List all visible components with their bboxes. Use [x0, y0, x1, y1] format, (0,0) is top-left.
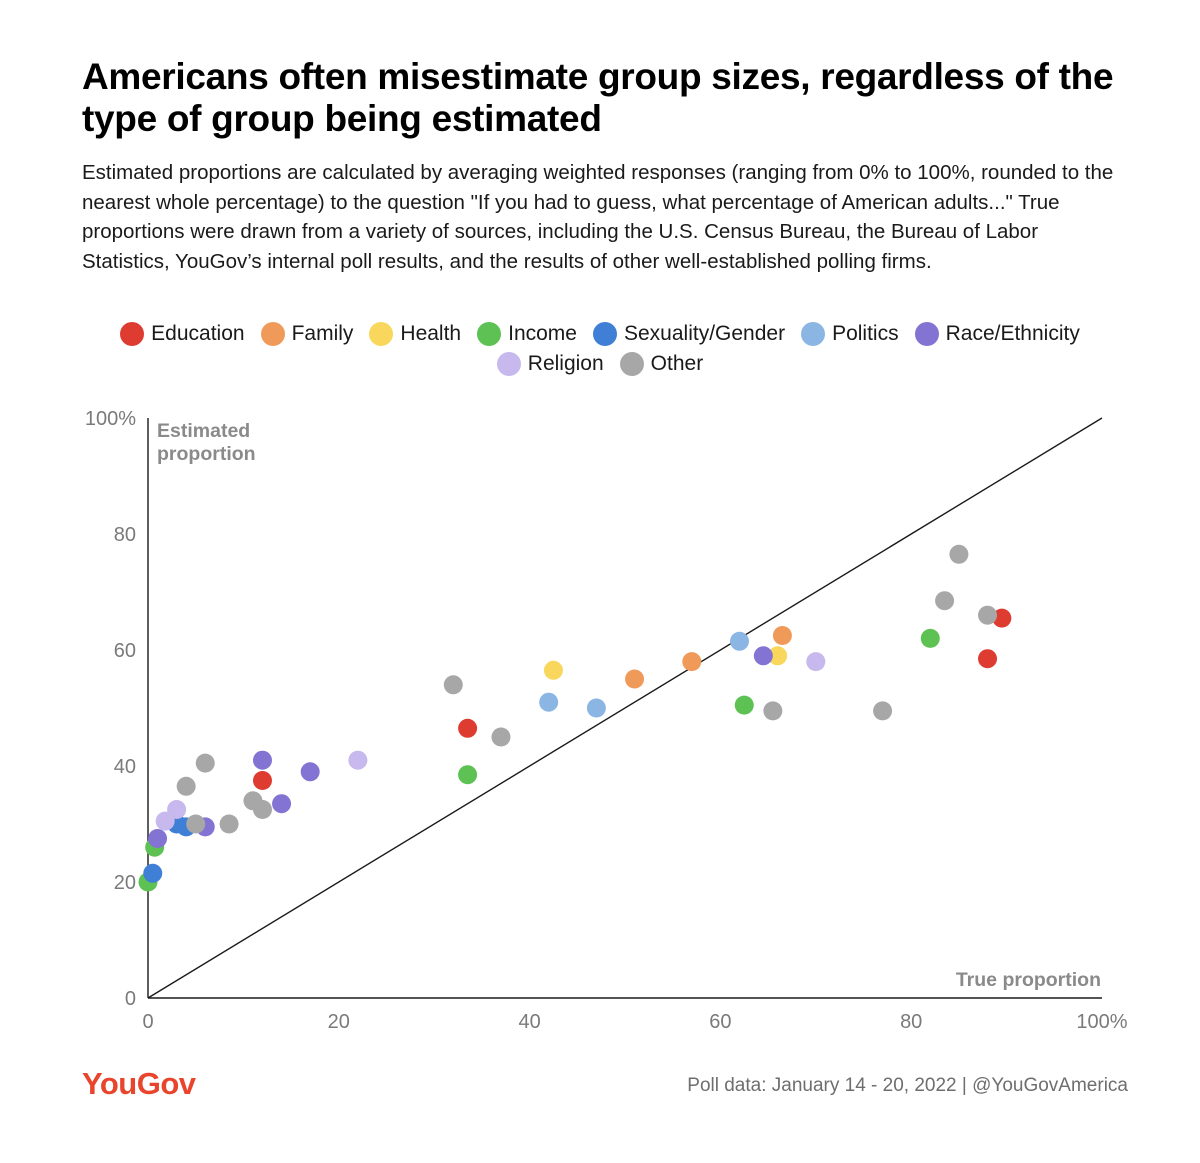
legend-item-other: Other: [619, 352, 704, 376]
legend-item-race-ethnicity: Race/Ethnicity: [914, 322, 1080, 346]
point-other: [949, 544, 969, 564]
legend-item-income: Income: [477, 322, 577, 346]
point-other: [176, 776, 196, 796]
point-income: [458, 765, 478, 785]
y-tick-label: 20: [114, 872, 136, 894]
point-education: [978, 649, 998, 669]
legend-item-religion: Religion: [496, 352, 604, 376]
legend-label-health: Health: [400, 322, 462, 345]
y-axis-label-line-2: proportion: [157, 443, 256, 465]
point-politics: [586, 698, 606, 718]
point-education: [252, 771, 272, 790]
point-education: [992, 608, 1012, 628]
x-tick-label: 60: [709, 1011, 731, 1033]
legend-dot-religion: [496, 352, 521, 376]
point-education: [458, 718, 478, 738]
point-family: [682, 652, 702, 672]
x-tick-label: 80: [900, 1011, 922, 1033]
legend-item-politics: Politics: [801, 322, 899, 346]
legend-item-health: Health: [369, 322, 461, 346]
point-race-ethnicity: [148, 829, 168, 848]
reference-line-y-equals-x: [147, 417, 1103, 999]
point-race-ethnicity: [753, 646, 773, 666]
yougov-logo: YouGov: [82, 1066, 196, 1101]
legend-dot-politics: [801, 322, 826, 346]
legend-dot-health: [369, 322, 394, 346]
point-income: [734, 695, 754, 715]
x-tick-label: 20: [328, 1011, 350, 1033]
point-politics: [729, 631, 749, 651]
point-other: [873, 701, 893, 721]
point-other: [252, 800, 272, 819]
point-other: [491, 727, 511, 747]
point-other: [219, 814, 239, 834]
legend-label-sexuality-gender: Sexuality/Gender: [623, 322, 786, 345]
legend-item-family: Family: [260, 322, 354, 346]
point-income: [920, 628, 940, 648]
y-tick-label: 0: [125, 988, 136, 1010]
point-health: [543, 660, 563, 680]
y-tick-label: 60: [114, 640, 136, 662]
chart-subtitle: Estimated proportions are calculated by …: [82, 161, 1114, 273]
legend-label-other: Other: [650, 352, 704, 375]
y-tick-label: 100%: [85, 408, 136, 430]
legend-label-race-ethnicity: Race/Ethnicity: [945, 322, 1080, 345]
legend-item-sexuality-gender: Sexuality/Gender: [592, 322, 786, 346]
point-other: [763, 701, 783, 721]
legend-dot-race-ethnicity: [914, 322, 939, 346]
legend-label-religion: Religion: [527, 352, 604, 375]
point-religion: [167, 800, 187, 819]
y-tick-label: 40: [114, 756, 136, 778]
data-points-layer: [138, 544, 1012, 892]
y-axis-label-line-1: Estimated: [157, 420, 250, 442]
point-other: [978, 605, 998, 625]
x-axis-label: True proportion: [956, 969, 1101, 991]
point-politics: [539, 692, 559, 712]
axes-layer: 00 20 20 40 40 60 60 80 80 100% 100%: [85, 408, 1128, 1033]
point-family: [625, 669, 645, 689]
chart-title: Americans often misestimate group sizes,…: [82, 56, 1114, 139]
x-tick-label: 40: [518, 1011, 540, 1033]
point-other: [443, 675, 463, 695]
legend-label-income: Income: [508, 322, 577, 345]
x-tick-label: 100%: [1076, 1011, 1127, 1033]
legend-label-family: Family: [291, 322, 354, 345]
point-race-ethnicity: [300, 762, 320, 782]
point-other: [195, 753, 215, 773]
point-family: [772, 626, 792, 645]
x-tick-label: 0: [142, 1011, 153, 1033]
point-race-ethnicity: [272, 794, 292, 814]
point-other: [935, 591, 955, 611]
legend-dot-other: [619, 352, 644, 376]
scatter-chart: 00 20 20 40 40 60 60 80 80 100% 100% Estimated pro…: [85, 408, 1128, 1033]
legend-dot-sexuality-gender: [592, 322, 617, 346]
point-religion: [155, 811, 175, 831]
legend-dot-education: [120, 322, 145, 346]
point-sexuality-gender: [143, 863, 163, 883]
legend-label-politics: Politics: [832, 322, 899, 345]
point-other: [186, 814, 206, 834]
legend-dot-income: [477, 322, 502, 346]
legend-dot-family: [260, 322, 285, 346]
y-tick-label: 80: [114, 524, 136, 546]
legend-label-education: Education: [151, 322, 245, 345]
point-religion: [806, 652, 826, 672]
point-religion: [348, 750, 368, 770]
point-health: [768, 646, 788, 666]
footer-source: Poll data: January 14 - 20, 2022 | @YouG…: [687, 1075, 1128, 1096]
legend-item-education: Education: [120, 322, 245, 346]
legend: Education Family Health Income Sexuality…: [60, 322, 1140, 376]
point-race-ethnicity: [252, 750, 272, 770]
